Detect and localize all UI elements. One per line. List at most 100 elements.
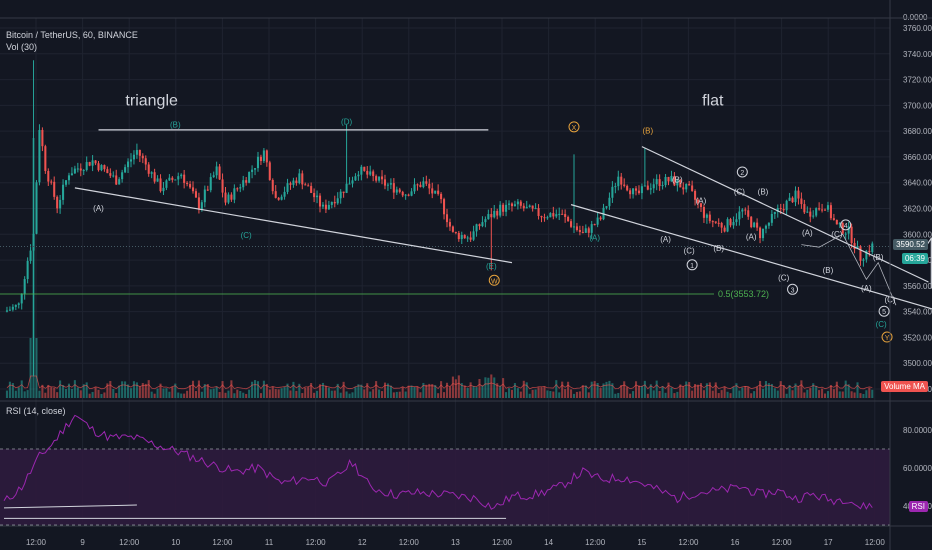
volume-bar bbox=[614, 393, 617, 398]
candle-body bbox=[14, 304, 17, 307]
volume-bar bbox=[318, 384, 322, 398]
candle-body bbox=[815, 208, 818, 216]
candle-body bbox=[200, 202, 203, 210]
volume-indicator-label[interactable]: Vol (30) bbox=[6, 42, 38, 52]
candle-body bbox=[91, 160, 94, 166]
volume-bar bbox=[407, 385, 410, 398]
volume-bar bbox=[481, 385, 484, 398]
volume-bar bbox=[38, 390, 41, 398]
volume-bar bbox=[177, 392, 180, 398]
volume-bar bbox=[570, 389, 573, 398]
wave-label-circle bbox=[878, 305, 890, 317]
volume-bar bbox=[289, 390, 292, 398]
candle-body bbox=[454, 231, 457, 233]
wave-label: (A) bbox=[589, 234, 600, 243]
volume-bar bbox=[617, 392, 620, 398]
volume-bar bbox=[372, 389, 375, 398]
candle-body bbox=[239, 187, 242, 189]
wave-label-circle bbox=[686, 259, 698, 271]
candle-body bbox=[756, 222, 759, 228]
volume-bar bbox=[629, 393, 632, 398]
volume-bar bbox=[567, 381, 570, 398]
candle-body bbox=[738, 211, 741, 220]
volume-bar bbox=[546, 390, 549, 398]
volume-bar bbox=[448, 386, 451, 398]
volume-bar bbox=[410, 385, 413, 398]
candle-body bbox=[88, 162, 91, 166]
volume-bar bbox=[454, 379, 457, 398]
volume-bar bbox=[788, 385, 791, 398]
candle-body bbox=[73, 168, 76, 174]
volume-bar bbox=[351, 392, 354, 398]
volume-bar bbox=[496, 383, 499, 398]
candle-body bbox=[437, 190, 440, 194]
candle-body bbox=[440, 193, 443, 200]
candle-body bbox=[271, 179, 274, 192]
candle-body bbox=[469, 237, 472, 240]
candle-body bbox=[259, 156, 262, 162]
candle-body bbox=[865, 250, 868, 260]
candle-body bbox=[850, 226, 853, 244]
candle-body bbox=[209, 177, 212, 191]
rsi-line bbox=[3, 414, 873, 519]
volume-bar bbox=[587, 392, 590, 398]
volume-bar bbox=[380, 391, 384, 398]
time-tick-label: 12:00 bbox=[306, 538, 327, 547]
volume-bar bbox=[723, 386, 726, 398]
price-tick-label: 3620.00 bbox=[903, 205, 932, 214]
candle-body bbox=[581, 231, 584, 233]
price-tick-label: 3600.00 bbox=[903, 230, 932, 239]
volume-bar bbox=[189, 385, 192, 398]
volume-bar bbox=[451, 376, 454, 398]
volume-bar bbox=[735, 383, 738, 398]
candle-body bbox=[596, 217, 599, 225]
volume-bar bbox=[221, 381, 224, 398]
candle-body bbox=[679, 180, 682, 188]
volume-bar bbox=[230, 380, 233, 398]
volume-bar bbox=[729, 393, 732, 398]
volume-bar bbox=[41, 384, 44, 398]
candle-body bbox=[487, 214, 490, 220]
volume-bar bbox=[818, 390, 821, 398]
time-tick-label: 12:00 bbox=[678, 538, 699, 547]
volume-bar bbox=[767, 383, 770, 398]
candle-body bbox=[806, 211, 809, 213]
volume-bar bbox=[670, 387, 673, 398]
drawings[interactable]: 0.5(3553.72) bbox=[0, 129, 932, 311]
candle-body bbox=[767, 222, 770, 226]
volume-bar bbox=[865, 390, 868, 398]
volume-bar bbox=[797, 386, 800, 398]
volume-bar bbox=[841, 391, 844, 398]
symbol-title[interactable]: Bitcoin / TetherUS, 60, BINANCE bbox=[6, 30, 138, 40]
volume-bar bbox=[608, 380, 611, 398]
candle-body bbox=[750, 216, 753, 228]
volume-bar bbox=[685, 381, 688, 398]
volume-bar bbox=[67, 383, 71, 398]
candle-body bbox=[572, 226, 576, 228]
volume-bar bbox=[761, 388, 765, 398]
candle-body bbox=[525, 206, 528, 209]
candle-body bbox=[859, 246, 862, 261]
candle-body bbox=[124, 167, 127, 173]
volume-bar bbox=[245, 393, 248, 398]
volume-bar bbox=[770, 383, 773, 398]
volume-bar bbox=[555, 380, 558, 398]
volume-bar bbox=[649, 384, 652, 398]
candle-body bbox=[41, 129, 44, 147]
candle-body bbox=[342, 191, 345, 193]
volume-bar bbox=[354, 387, 357, 398]
price-tick-label: 3760.00 bbox=[903, 24, 932, 33]
candle-body bbox=[35, 182, 38, 234]
pattern-label: triangle bbox=[125, 92, 178, 109]
candle-body bbox=[177, 176, 180, 180]
rsi-indicator-label[interactable]: RSI (14, close) bbox=[6, 406, 66, 416]
candle-body bbox=[159, 178, 162, 192]
volume-bar bbox=[581, 385, 584, 398]
volume-bar bbox=[661, 386, 664, 398]
candle-body bbox=[829, 205, 832, 219]
candle-body bbox=[386, 184, 389, 186]
volume-bar bbox=[295, 390, 298, 398]
candle-body bbox=[289, 183, 292, 185]
candle-body bbox=[245, 180, 248, 183]
